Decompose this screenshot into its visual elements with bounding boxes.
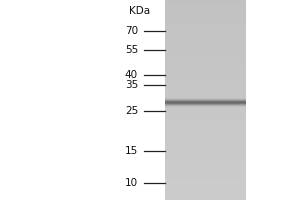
Text: 10: 10 <box>125 178 138 188</box>
Text: KDa: KDa <box>129 6 150 16</box>
Text: 35: 35 <box>125 80 138 90</box>
Text: 70: 70 <box>125 26 138 36</box>
Text: 15: 15 <box>125 146 138 156</box>
Text: 40: 40 <box>125 70 138 80</box>
Text: 25: 25 <box>125 106 138 116</box>
Text: 55: 55 <box>125 45 138 55</box>
